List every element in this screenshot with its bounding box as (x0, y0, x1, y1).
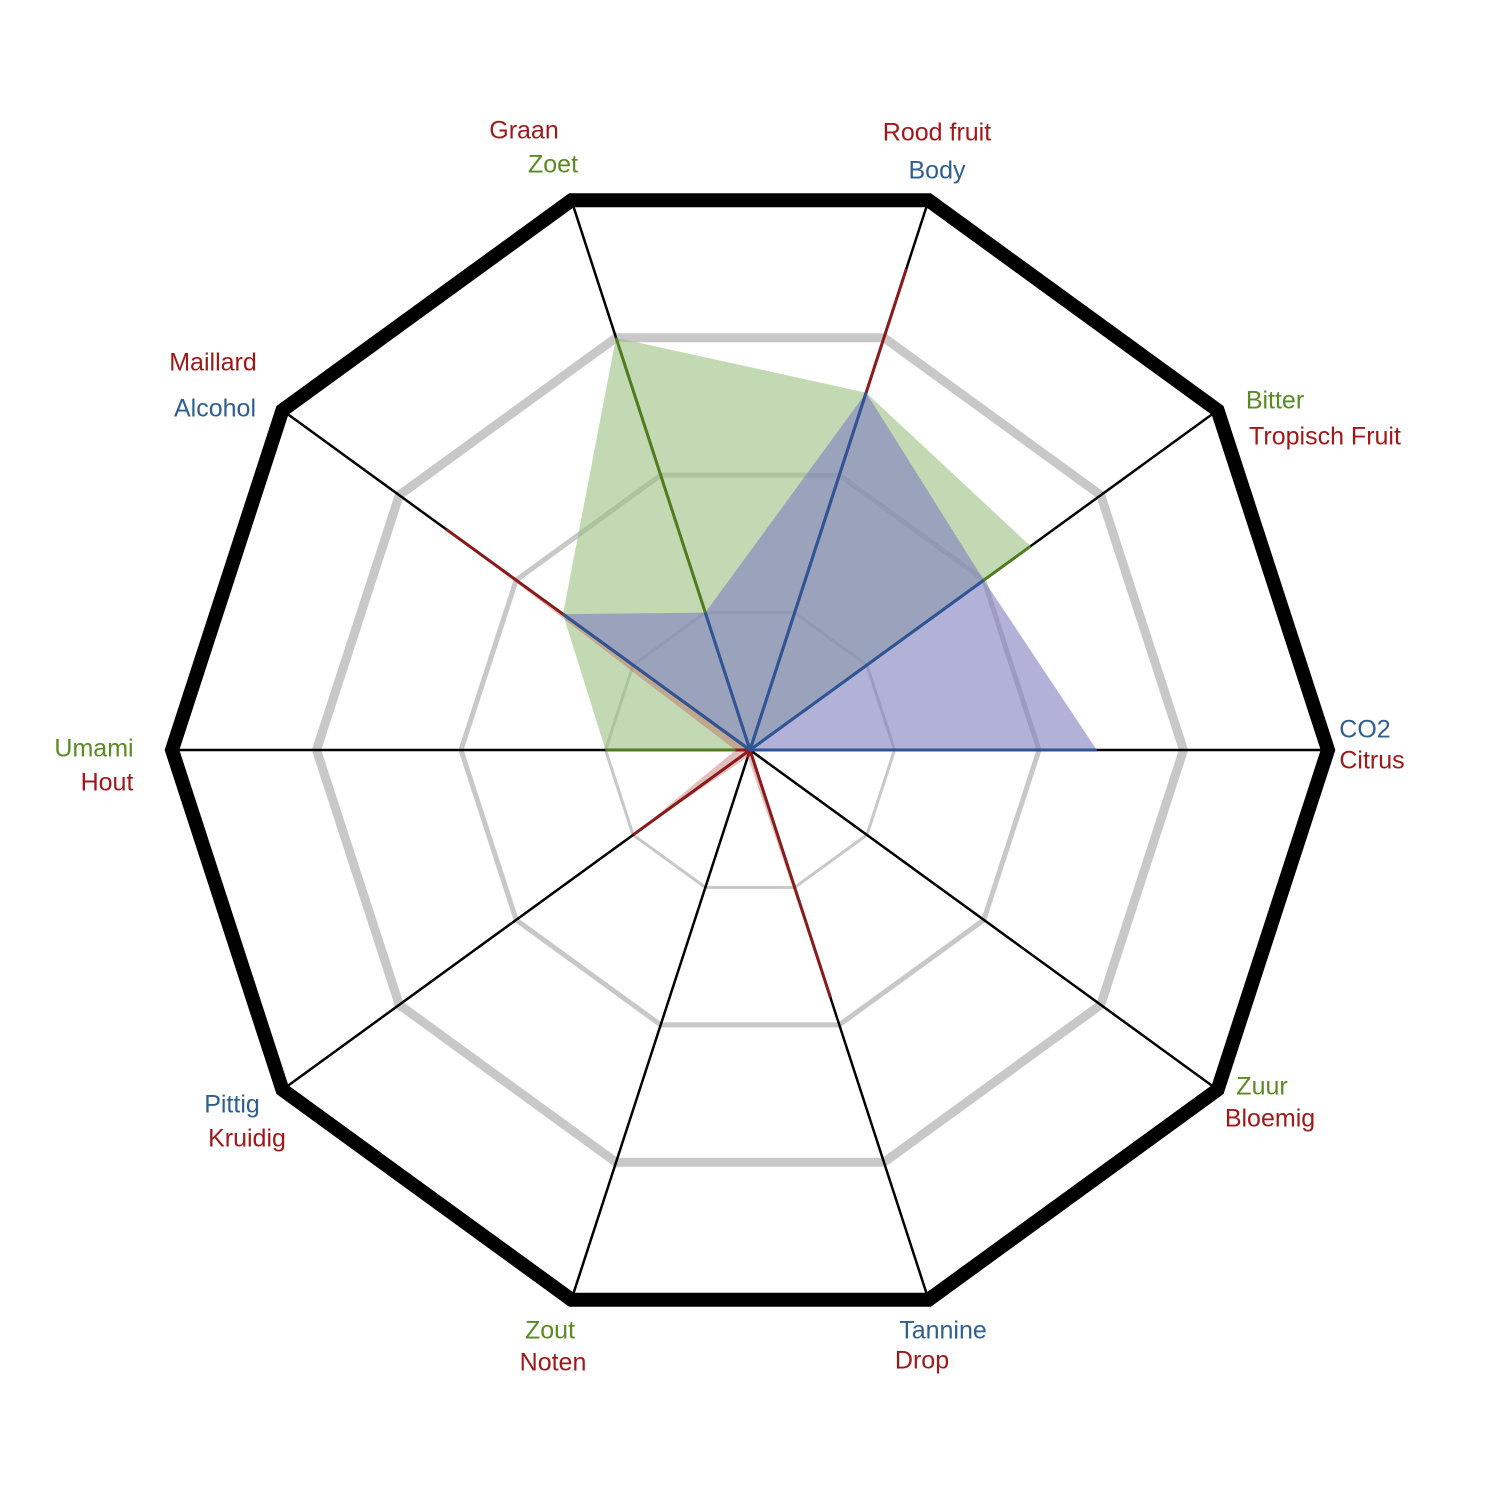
axis-label: Kruidig (208, 1125, 286, 1153)
axis-label: Pittig (204, 1091, 260, 1119)
axis-label: Zuur (1236, 1073, 1287, 1101)
radar-outline (164, 193, 1336, 1307)
axis-label: Maillard (169, 349, 257, 377)
series-point-red (632, 748, 751, 837)
outer-frame (164, 193, 1336, 1307)
axis-label: Hout (81, 769, 134, 797)
radar-series (445, 268, 1097, 998)
axis-label: Alcohol (174, 395, 256, 423)
axis-label: Zout (525, 1317, 575, 1345)
axis-label: Body (909, 157, 966, 185)
axis-label: Drop (895, 1347, 949, 1375)
series-area-blue (563, 392, 1097, 750)
axis-label: Noten (520, 1349, 587, 1377)
axis-label: Bloemig (1225, 1105, 1315, 1133)
series-point-blue (562, 612, 751, 752)
series-point-blue (748, 392, 868, 751)
axis-label: Rood fruit (883, 119, 991, 147)
axis-label: Tannine (899, 1317, 987, 1345)
axis-labels: CO2 Citrus Bitter Tropisch Fruit Rood fruit B… (54, 117, 1404, 1377)
axis-label: Citrus (1339, 747, 1404, 775)
axis-label: Tropisch Fruit (1249, 423, 1401, 451)
axis-spoke (570, 749, 752, 1301)
axis-label: CO2 (1339, 716, 1390, 744)
series-point-red (748, 749, 832, 998)
axis-label: Umami (54, 735, 133, 763)
axis-spoke (749, 748, 1219, 1091)
axis-label: Zoet (528, 151, 578, 179)
axis-label: Graan (489, 117, 558, 145)
series-point-blue (703, 612, 752, 751)
axis-label: Bitter (1246, 387, 1304, 415)
series-point-blue (749, 578, 985, 752)
